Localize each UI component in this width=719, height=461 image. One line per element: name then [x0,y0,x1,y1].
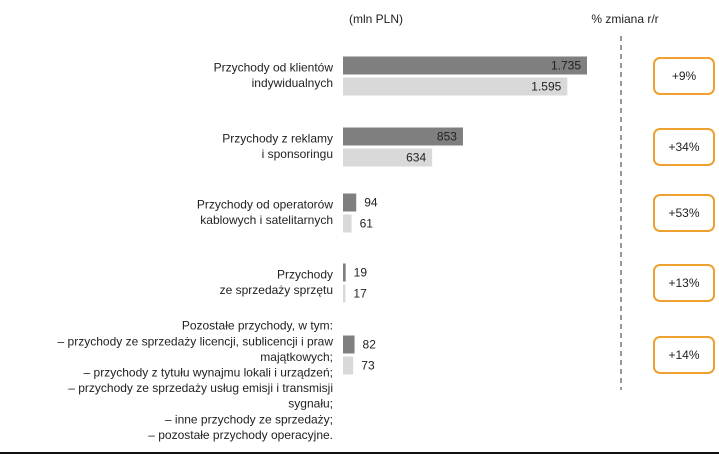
bar [343,284,346,303]
value-label: 1.595 [531,80,561,94]
change-box [653,57,715,95]
category-label: – przychody ze sprzedaży usług emisji i … [68,381,333,395]
bar [343,193,357,212]
bar [343,127,463,146]
bar [343,148,433,167]
change-label: +53% [668,206,699,220]
category-label: – przychody z tytułu wynajmu lokali i ur… [84,365,333,379]
category-label: – przychody ze sprzedaży licencji, subli… [58,334,334,348]
bar [343,214,352,233]
category-label: kablowych i satelitarnych [200,213,333,227]
change-label: +9% [672,69,697,83]
value-label: 94 [364,196,378,210]
value-label: 634 [406,151,426,165]
value-label: 853 [437,130,457,144]
change-box [653,336,715,374]
category-label: Przychody od klientów [214,60,334,74]
value-label: 61 [360,217,374,231]
category-label: ze sprzedaży sprzętu [220,283,333,297]
value-label: 73 [361,359,375,373]
category-label: – inne przychody ze sprzedaży; [165,412,333,426]
change-box [653,264,715,302]
bar [343,335,355,354]
header-right: % zmiana r/r [591,12,658,26]
value-label: 17 [353,287,367,301]
value-label: 82 [363,338,377,352]
category-label: sygnału; [288,397,333,411]
category-label: majątkowych; [260,350,333,364]
change-label: +14% [668,348,699,362]
category-label: indywidualnych [252,76,333,90]
value-label: 19 [354,266,368,280]
value-label: 1.735 [551,59,581,73]
category-label: Przychody [277,267,333,281]
category-label: – pozostałe przychody operacyjne. [148,428,333,442]
category-label: Przychody od operatorów [197,197,333,211]
category-label: Pozostałe przychody, w tym: [182,319,333,333]
bar [343,56,587,75]
bar [343,77,568,96]
bar [343,263,346,282]
header-left: (mln PLN) [349,12,403,26]
change-box [653,128,715,166]
category-label: i sponsoringu [262,147,333,161]
change-box [653,194,715,232]
change-label: +34% [668,140,699,154]
bar [343,356,354,375]
category-label: Przychody z reklamy [222,131,333,145]
change-label: +13% [668,276,699,290]
